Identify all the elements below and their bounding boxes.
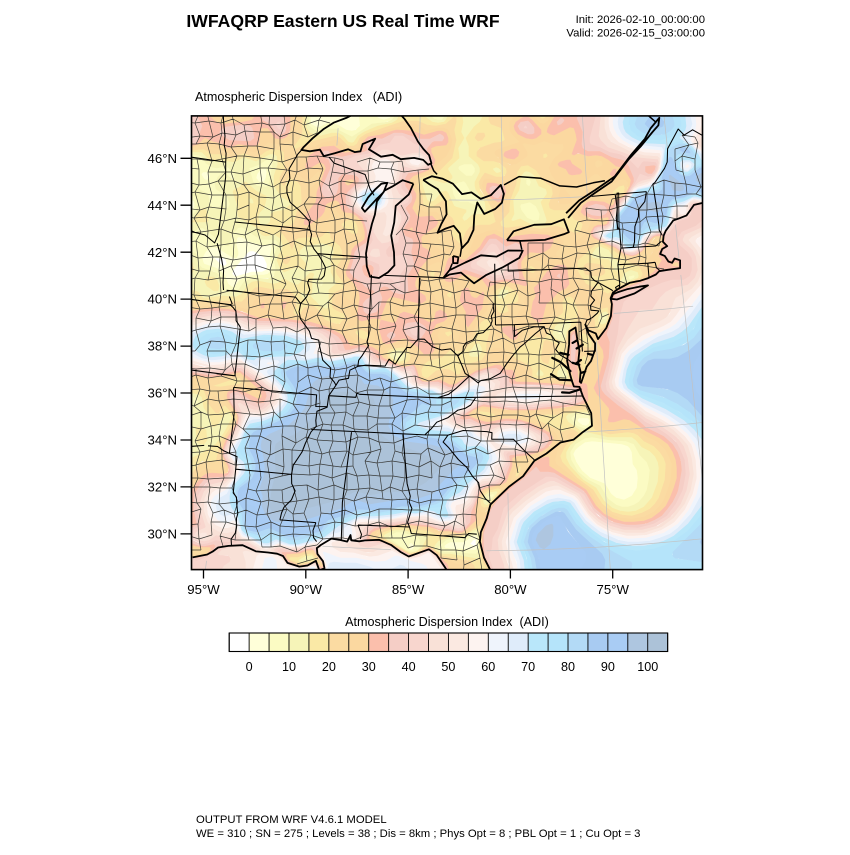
svg-text:60: 60 (481, 660, 495, 674)
svg-text:IWFAQRP Eastern US Real Time W: IWFAQRP Eastern US Real Time WRF (186, 11, 499, 31)
svg-text:44°N: 44°N (148, 198, 177, 213)
svg-text:42°N: 42°N (148, 245, 177, 260)
svg-text:30°N: 30°N (148, 527, 177, 542)
svg-text:40°N: 40°N (148, 292, 177, 307)
svg-text:30: 30 (362, 660, 376, 674)
svg-text:20: 20 (322, 660, 336, 674)
svg-text:Atmospheric Dispersion Index: Atmospheric Dispersion Index (ADI) (195, 90, 402, 104)
svg-text:95°W: 95°W (187, 582, 220, 597)
svg-text:80°W: 80°W (494, 582, 527, 597)
svg-text:38°N: 38°N (148, 339, 177, 354)
svg-text:70: 70 (521, 660, 535, 674)
svg-text:OUTPUT FROM WRF V4.6.1 MODEL: OUTPUT FROM WRF V4.6.1 MODEL (196, 814, 387, 826)
svg-text:Valid: 2026-02-15_03:00:00: Valid: 2026-02-15_03:00:00 (566, 28, 705, 40)
svg-text:Init: 2026-02-10_00:00:00: Init: 2026-02-10_00:00:00 (576, 14, 705, 26)
svg-text:36°N: 36°N (148, 386, 177, 401)
svg-text:32°N: 32°N (148, 480, 177, 495)
svg-text:75°W: 75°W (597, 582, 630, 597)
svg-text:90°W: 90°W (290, 582, 323, 597)
svg-text:50: 50 (441, 660, 455, 674)
svg-text:100: 100 (637, 660, 658, 674)
svg-text:90: 90 (601, 660, 615, 674)
svg-text:40: 40 (402, 660, 416, 674)
svg-text:Atmospheric Dispersion Index: Atmospheric Dispersion Index (ADI) (345, 615, 549, 629)
svg-text:46°N: 46°N (148, 151, 177, 166)
svg-text:34°N: 34°N (148, 433, 177, 448)
svg-text:85°W: 85°W (392, 582, 425, 597)
svg-text:80: 80 (561, 660, 575, 674)
svg-text:10: 10 (282, 660, 296, 674)
svg-text:0: 0 (246, 660, 253, 674)
svg-text:WE = 310 ; SN = 275 ; Levels =: WE = 310 ; SN = 275 ; Levels = 38 ; Dis … (196, 828, 640, 840)
